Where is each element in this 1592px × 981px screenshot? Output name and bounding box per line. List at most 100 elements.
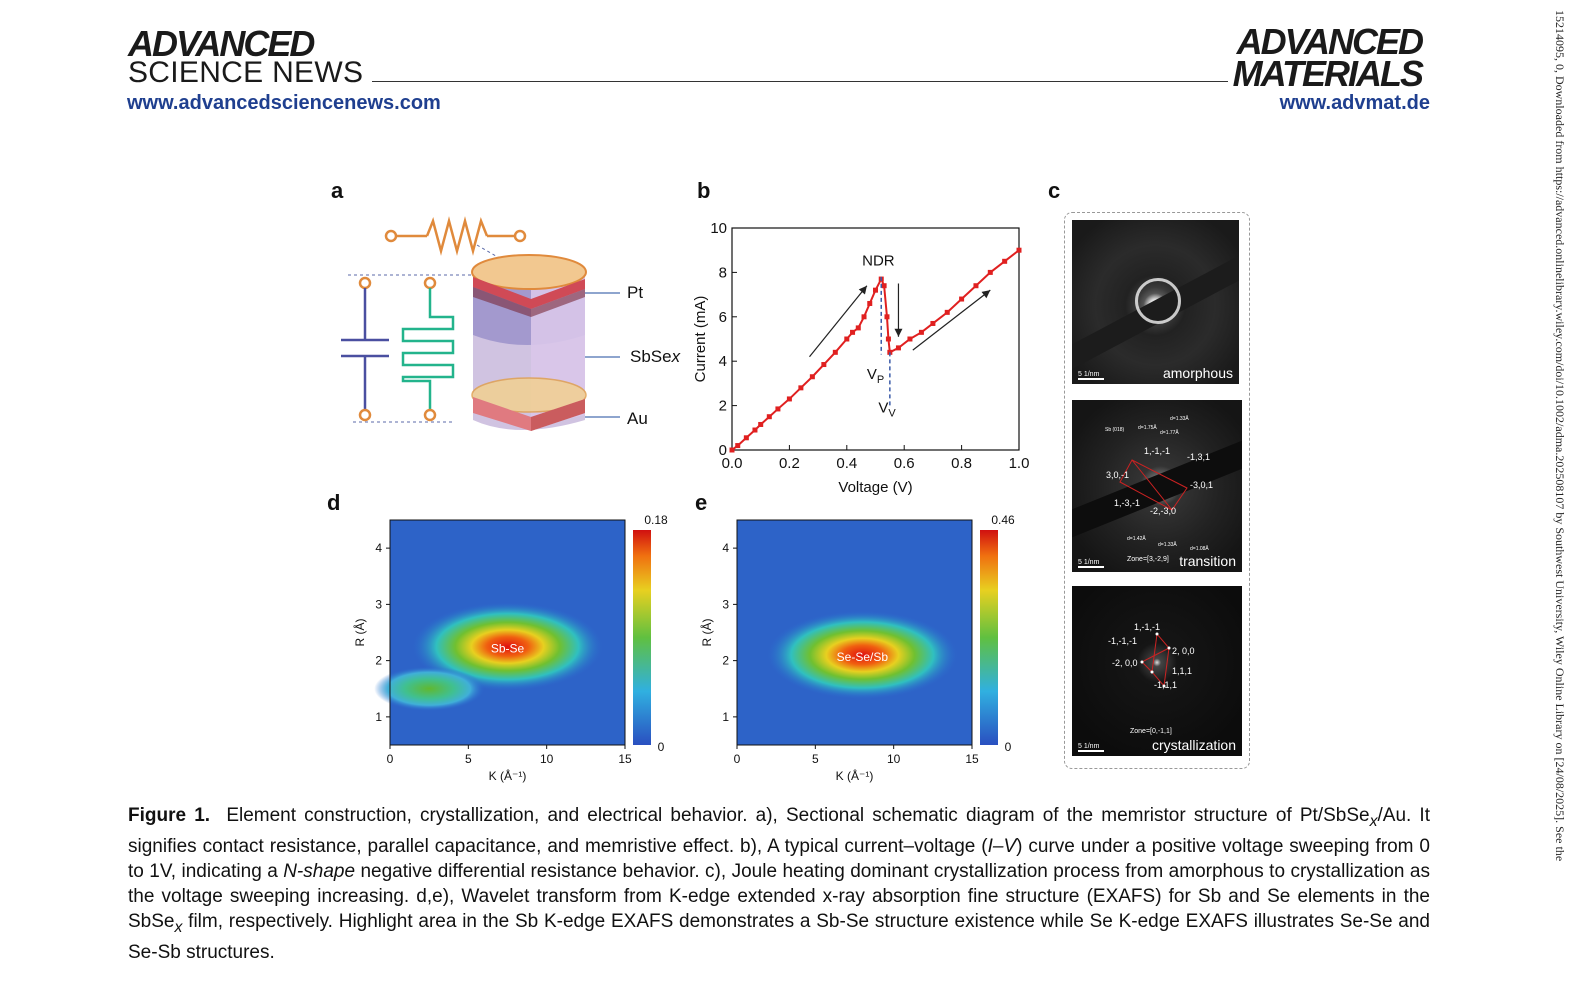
memristor-icon — [401, 276, 455, 422]
iv-chart: 0.0 0.2 0.4 0.6 0.8 1.0 0 2 4 6 8 10 Voltage (V) Curr… — [692, 220, 1029, 496]
iv-point — [944, 309, 950, 315]
dspacing-label: d=1.42Å — [1127, 536, 1146, 542]
label-sbse-sub: x — [671, 347, 681, 366]
panel-letter-a: a — [331, 178, 344, 203]
iv-point — [821, 362, 827, 368]
transition-image: 1,-1,-1 -1,3,1 3,0,-1 -3,0,1 1,-3,-1 -2,… — [1072, 400, 1242, 572]
arrow-head — [894, 328, 903, 337]
vp-label: VP — [867, 366, 884, 386]
transition-spots — [1119, 459, 1188, 511]
spot-label: -1,-1,-1 — [1108, 636, 1138, 646]
zone-label-3: Zone=[0,-1,1] — [1130, 728, 1172, 735]
iv-point — [809, 374, 815, 380]
cylinder-device — [471, 254, 587, 431]
trend-arrow — [809, 285, 868, 358]
scale-bar-3: 5 1/nm — [1078, 743, 1104, 752]
dspacing-label: d=1.33Å — [1170, 416, 1189, 422]
label-pt: Pt — [627, 283, 644, 302]
download-side-note: 15214095, 0, Downloaded from https://adv… — [1552, 10, 1568, 970]
arrow-head — [981, 290, 991, 299]
panel-letter-d: d — [327, 490, 341, 515]
iv-point — [987, 269, 993, 275]
panel-letter-e: e — [695, 490, 708, 515]
resistor-icon — [384, 216, 527, 256]
iv-point — [729, 447, 735, 453]
iv-point — [850, 329, 856, 335]
iv-point — [861, 314, 867, 320]
iv-point — [1002, 258, 1008, 264]
brand-right-line1: ADVANCED — [1236, 21, 1424, 62]
y-tick-label: 8 — [719, 264, 727, 281]
amorphous-label: amorphous — [1162, 365, 1233, 381]
figure-label: Figure 1. — [128, 805, 211, 826]
heatmap-sb: 0 5 10 15 1 2 3 4 K (Å⁻¹) R (Å) Sb-Se 0.18 0 — [352, 513, 668, 783]
x-tick-label: 0.2 — [779, 455, 800, 472]
heatmap-frame — [736, 519, 973, 746]
x-tick-label: 5 — [812, 752, 819, 766]
iv-point — [775, 406, 781, 412]
side-note-text: 15214095, 0, Downloaded from https://adv… — [1553, 10, 1567, 862]
colorbar-min-label: 0 — [658, 740, 665, 754]
y-tick-label: 4 — [719, 353, 727, 370]
spot-label: -2,-3,0 — [1150, 506, 1177, 516]
x-tick-label: 15 — [618, 752, 632, 766]
iv-point — [973, 283, 979, 289]
spot-label: -1,1,1 — [1154, 680, 1178, 690]
device-schematic — [341, 216, 620, 431]
x-axis-label: K (Å⁻¹) — [836, 768, 874, 783]
x-tick-label: 0 — [387, 752, 394, 766]
caption-part3: ) curve under a positive voltage sweepin… — [128, 835, 1430, 882]
amorphous-image: 5 1/nm amorphous — [1072, 220, 1239, 384]
iv-point — [1016, 247, 1022, 253]
scale-bar-1: 5 1/nm — [1078, 371, 1104, 380]
brand-right-line2: MATERIALS — [1232, 53, 1424, 95]
spot-label: -3,0,1 — [1190, 480, 1214, 490]
iv-point — [918, 329, 924, 335]
dspacing-label: d=1.08Å — [1190, 546, 1209, 552]
iv-point — [832, 349, 838, 355]
trend-arrow — [912, 289, 991, 351]
x-axis-label: K (Å⁻¹) — [489, 768, 527, 783]
iv-point — [895, 345, 901, 351]
iv-point — [873, 287, 878, 293]
x-tick-label: 5 — [465, 752, 472, 766]
panel-letter-c: c — [1048, 178, 1061, 203]
heatmap-sb-area: 0 5 10 15 1 2 3 4 K (Å⁻¹) R (Å) Sb-Se 0.18 0 — [352, 513, 668, 783]
iv-point — [844, 336, 850, 342]
left-url-link[interactable]: www.advancedsciencenews.com — [127, 92, 441, 114]
caption-iv: I–V — [987, 835, 1017, 857]
right-url-link[interactable]: www.advmat.de — [1279, 92, 1430, 114]
spot-label: 2, 0,0 — [1172, 646, 1195, 656]
diffraction-frame — [1064, 212, 1250, 769]
colorbar-max-label: 0.18 — [644, 513, 668, 527]
caption-part5: film, respectively. Highlight area in th… — [128, 910, 1430, 963]
brand-left-line2: SCIENCE NEWS — [128, 56, 364, 89]
brand-left-line1: ADVANCED — [128, 23, 315, 64]
heatmap-peak — [412, 602, 603, 691]
journal-brand-left: ADVANCED SCIENCE NEWS — [128, 26, 363, 88]
caption-part1: Element construction, crystallization, a… — [226, 805, 1370, 826]
caption-nshape: N-shape — [283, 860, 356, 882]
heatmap-se-area: 0 5 10 15 1 2 3 4 K (Å⁻¹) R (Å) Se-Se/Sb 0.46 0 — [699, 513, 1015, 783]
transition-label: transition — [1179, 553, 1236, 569]
spot-label: 1,-1,-1 — [1144, 446, 1171, 456]
resistor-leader — [476, 244, 502, 260]
caption-sub1: x — [1369, 812, 1378, 830]
label-sbse-text: SbSe — [630, 347, 672, 366]
iv-point — [855, 325, 861, 331]
iv-point — [735, 443, 741, 449]
y-tick-label: 1 — [375, 710, 382, 724]
spot-label: 1,1,1 — [1172, 666, 1193, 676]
iv-plot-area: 0.0 0.2 0.4 0.6 0.8 1.0 0 2 4 6 8 10 Voltage (V) Curr… — [692, 220, 1029, 496]
y-axis-label: Current (mA) — [692, 296, 709, 383]
x-tick-label: 0 — [734, 752, 741, 766]
scale-bar-2: 5 1/nm — [1078, 559, 1104, 568]
y-tick-label: 3 — [375, 597, 382, 611]
dspacing-label: d=1.33Å — [1158, 542, 1177, 548]
caption-sub2: x — [174, 918, 183, 936]
y-tick-label: 4 — [722, 541, 729, 555]
colorbar — [633, 530, 651, 745]
ndr-label: NDR — [862, 253, 895, 270]
iv-point — [867, 300, 873, 306]
spot-label: -1,3,1 — [1187, 452, 1211, 462]
